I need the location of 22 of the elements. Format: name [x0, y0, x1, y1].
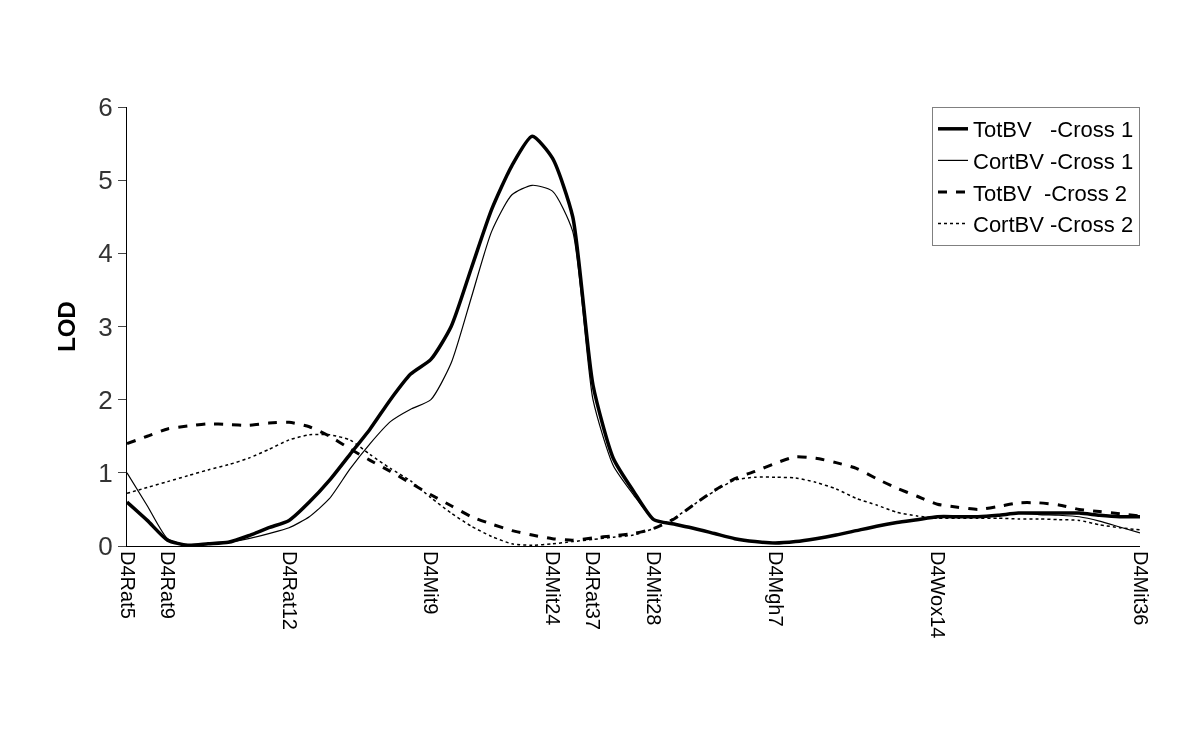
x-tick-label: D4Mit9	[420, 551, 443, 615]
y-tick-label: 5	[98, 165, 113, 196]
x-tick-label: D4Rat9	[157, 551, 180, 619]
y-tick-label: 2	[98, 384, 113, 415]
y-tick-label: 3	[98, 311, 113, 342]
legend-label: TotBV -Cross 2	[973, 180, 1128, 206]
x-tick-label: D4Mit24	[541, 551, 564, 626]
legend-label: CortBV -Cross 2	[973, 212, 1134, 238]
x-tick-label: D4Mit36	[1129, 551, 1152, 626]
y-axis-title: LOD	[53, 301, 81, 352]
x-tick-label: D4Rat5	[116, 551, 139, 619]
legend-label: TotBV -Cross 1	[973, 117, 1134, 143]
x-tick-label: D4Mgh7	[764, 551, 787, 627]
y-tick-label: 4	[98, 238, 113, 269]
x-tick-label: D4Rat37	[582, 551, 605, 630]
legend-label: CortBV -Cross 1	[973, 148, 1134, 174]
x-tick-label: D4Mit28	[643, 551, 666, 626]
y-tick-label: 6	[98, 92, 113, 123]
x-tick-label: D4Wox14	[926, 551, 949, 639]
y-tick-label: 0	[98, 531, 113, 562]
x-tick-label: D4Rat12	[278, 551, 301, 630]
y-tick-label: 1	[98, 457, 113, 488]
